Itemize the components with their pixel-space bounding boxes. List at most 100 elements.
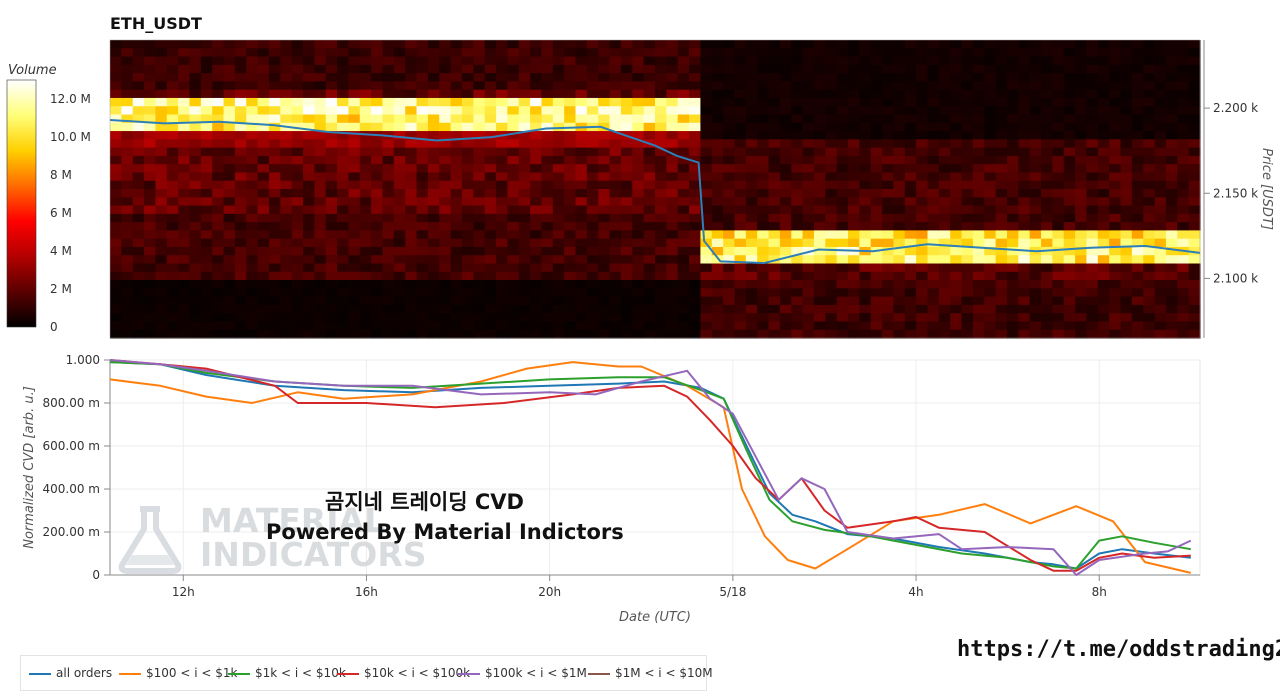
heatmap-cell — [416, 106, 429, 116]
heatmap-cell — [359, 180, 372, 190]
heatmap-cell — [904, 131, 917, 140]
heatmap-cell — [916, 304, 929, 314]
telegram-link[interactable]: https://t.me/oddstrading2 — [957, 637, 1280, 662]
heatmap-cell — [711, 222, 724, 231]
heatmap-cell — [189, 56, 202, 66]
heatmap-cell — [382, 73, 395, 82]
heatmap-cell — [655, 106, 667, 116]
heatmap-cell — [564, 180, 577, 190]
heatmap-cell — [1165, 139, 1178, 149]
heatmap-cell — [689, 197, 702, 207]
heatmap-cell — [870, 73, 883, 82]
heatmap-cell — [950, 180, 963, 190]
legend-item[interactable]: all orders — [29, 666, 112, 680]
heatmap-cell — [950, 263, 963, 273]
heatmap-cell — [291, 56, 304, 66]
heatmap-cell — [586, 40, 599, 49]
heatmap-cell — [916, 296, 929, 306]
heatmap-cell — [325, 180, 338, 190]
heatmap-cell — [802, 255, 815, 265]
heatmap-cell — [734, 89, 747, 99]
heatmap-cell — [961, 197, 974, 207]
heatmap-cell — [1109, 329, 1122, 339]
heatmap-cell — [825, 89, 838, 99]
legend-item[interactable]: $100k < i < $1M — [458, 666, 587, 680]
heatmap-cell — [938, 56, 951, 66]
heatmap-cell — [745, 255, 758, 265]
heatmap-cell — [711, 155, 724, 165]
heatmap-cell — [632, 180, 645, 190]
heatmap-cell — [132, 329, 145, 339]
heatmap-cell — [303, 271, 315, 281]
heatmap-cell — [234, 172, 247, 182]
legend-item[interactable]: $1M < i < $10M — [588, 666, 713, 680]
heatmap-cell — [1029, 106, 1042, 116]
heatmap-cell — [643, 197, 656, 207]
heatmap-cell — [609, 122, 622, 132]
heatmap-cell — [848, 280, 860, 289]
heatmap-cell — [246, 304, 259, 314]
heatmap-cell — [121, 73, 134, 82]
heatmap-cell — [121, 147, 134, 157]
heatmap-cell — [950, 304, 963, 314]
heatmap-cell — [1188, 197, 1201, 207]
heatmap-cell — [1041, 230, 1053, 240]
heatmap-cell — [1131, 238, 1144, 248]
heatmap-cell — [530, 131, 543, 140]
heatmap-cell — [223, 197, 236, 207]
legend-item[interactable]: $10k < i < $100k — [337, 666, 470, 680]
heatmap-cell — [620, 271, 633, 281]
heatmap-cell — [416, 73, 429, 82]
heatmap-cell — [234, 56, 247, 66]
heatmap-cell — [848, 288, 860, 298]
heatmap-cell — [1143, 164, 1156, 174]
heatmap-cell — [166, 189, 179, 198]
heatmap-cell — [280, 180, 293, 190]
heatmap-cell — [768, 56, 781, 66]
heatmap-cell — [779, 304, 792, 314]
heatmap-cell — [473, 114, 486, 124]
heatmap-cell — [1006, 73, 1019, 82]
heatmap-cell — [246, 97, 259, 107]
legend-item[interactable]: $1k < i < $10k — [228, 666, 346, 680]
heatmap-cell — [507, 89, 520, 99]
heatmap-cell — [598, 280, 611, 289]
heatmap-cell — [643, 280, 656, 289]
heatmap-cell — [655, 114, 667, 124]
heatmap-cell — [518, 304, 531, 314]
legend-item[interactable]: $100 < i < $1k — [119, 666, 237, 680]
heatmap-cell — [484, 296, 497, 306]
heatmap-cell — [995, 329, 1008, 339]
heatmap-cell — [337, 197, 350, 207]
heatmap-cell — [257, 139, 270, 149]
heatmap-cell — [745, 81, 758, 91]
heatmap-cell — [893, 114, 906, 124]
heatmap-cell — [859, 321, 872, 331]
heatmap-cell — [393, 296, 406, 306]
heatmap-cell — [223, 180, 236, 190]
heatmap-cell — [1188, 122, 1201, 132]
heatmap-cell — [598, 89, 611, 99]
heatmap-cell — [757, 197, 770, 207]
heatmap-cell — [507, 131, 520, 140]
heatmap-cell — [314, 255, 327, 265]
heatmap-cell — [1086, 213, 1099, 223]
heatmap-cell — [643, 64, 656, 74]
heatmap-cell — [359, 321, 372, 331]
heatmap-cell — [757, 189, 770, 198]
heatmap-cell — [325, 73, 338, 82]
heatmap-cell — [223, 205, 236, 215]
heatmap-cell — [382, 139, 395, 149]
heatmap-cell — [405, 164, 418, 174]
heatmap-cell — [836, 164, 849, 174]
heatmap-cell — [916, 106, 929, 116]
heatmap-cell — [620, 64, 633, 74]
heatmap-cell — [950, 122, 963, 132]
heatmap-cell — [359, 64, 372, 74]
heatmap-cell — [1041, 147, 1053, 157]
heatmap-cell — [427, 222, 440, 231]
heatmap-cell — [870, 106, 883, 116]
heatmap-cell — [564, 48, 577, 58]
cvd-xtick-label: 8h — [1092, 585, 1107, 599]
heatmap-cell — [303, 122, 315, 132]
